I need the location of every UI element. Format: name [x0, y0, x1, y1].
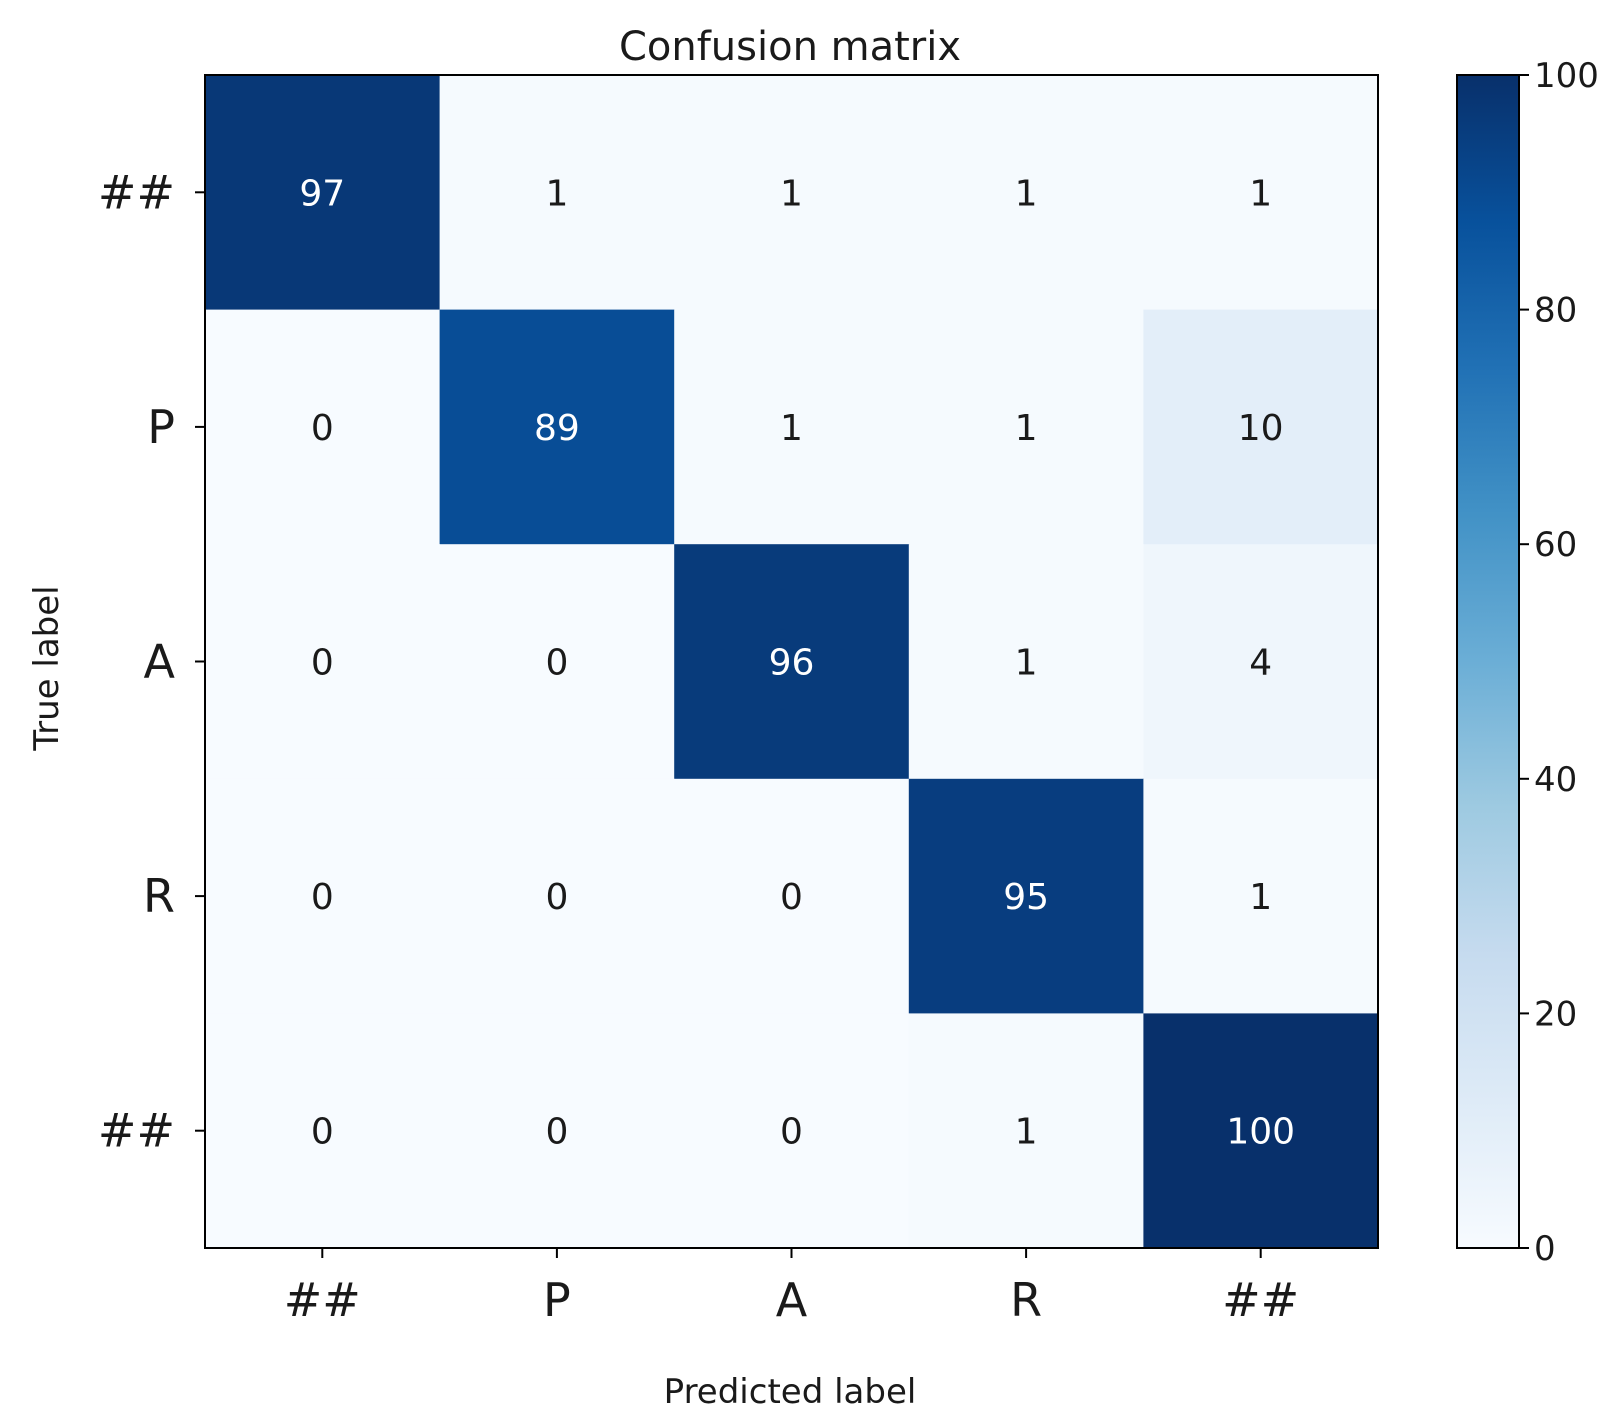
cell-value-label: 0 [311, 877, 334, 918]
cell-value-label: 0 [311, 408, 334, 449]
matrix-cell [205, 309, 441, 545]
cell-value-label: 1 [780, 408, 803, 449]
colorbar-tick-label: 80 [1534, 291, 1577, 331]
cell-value-label: 4 [1249, 643, 1272, 684]
colorbar-tick-label: 100 [1534, 56, 1599, 96]
matrix-cell [908, 75, 1144, 311]
y-axis-label: True label [27, 585, 67, 751]
colorbar-tick-label: 0 [1534, 1229, 1556, 1269]
matrix-cell [908, 1013, 1144, 1249]
matrix-cell [205, 778, 441, 1014]
y-tick-label: ## [98, 165, 175, 219]
cell-value-label: 0 [545, 1112, 568, 1153]
matrix-cell [439, 544, 675, 780]
matrix-cell [439, 778, 675, 1014]
x-tick-label: ## [284, 1273, 361, 1327]
plot-frame [204, 74, 1379, 1249]
cell-value-label: 89 [534, 408, 580, 449]
matrix-cell [674, 778, 910, 1014]
cell-value-label: 97 [299, 173, 345, 214]
matrix-cell [205, 1013, 441, 1249]
matrix-cell [439, 1013, 675, 1249]
y-tick-label: P [147, 400, 175, 454]
x-tick-label: ## [1222, 1273, 1299, 1327]
matrix-cell [439, 309, 675, 545]
cell-value-label: 1 [1015, 1112, 1038, 1153]
colorbar-tick-label: 40 [1534, 760, 1577, 800]
matrix-cell [674, 544, 910, 780]
y-axis-ticks: ## P A R ## [98, 165, 205, 1158]
cell-value-label: 100 [1226, 1112, 1295, 1153]
matrix-cells: 97 1 1 1 10 89 1 1 100 0 96 1 40 0 0 95 10 0 0 1 100 [205, 75, 1379, 1249]
matrix-cell [439, 75, 675, 311]
cell-value-label: 0 [780, 1112, 803, 1153]
colorbar-tick-label: 60 [1534, 525, 1577, 565]
x-tick-label: P [543, 1273, 571, 1327]
x-tick-label: R [1010, 1273, 1042, 1327]
cell-value-label: 0 [780, 877, 803, 918]
matrix-cell [674, 1013, 910, 1249]
cell-value-label: 0 [545, 877, 568, 918]
cell-value-label: 1 [780, 173, 803, 214]
y-tick-label: R [143, 869, 175, 923]
cell-value-label: 10 [1238, 408, 1284, 449]
matrix-cell [1143, 544, 1379, 780]
matrix-cell [674, 309, 910, 545]
x-axis-ticks: ## P A R ## [284, 1248, 1299, 1327]
matrix-cell [1143, 778, 1379, 1014]
y-tick-label: ## [98, 1104, 175, 1158]
cell-value-label: 0 [545, 643, 568, 684]
cell-value-label: 1 [1249, 877, 1272, 918]
matrix-cell [1143, 75, 1379, 311]
colorbar: 0 20 40 60 80 100 [1456, 56, 1599, 1269]
cell-value-label: 96 [769, 643, 815, 684]
cell-value-label: 0 [311, 643, 334, 684]
x-tick-label: A [776, 1273, 808, 1327]
matrix-cell [205, 75, 441, 311]
cell-value-label: 1 [545, 173, 568, 214]
cell-value-label: 95 [1003, 877, 1049, 918]
y-tick-label: A [144, 635, 176, 689]
cell-value-label: 1 [1015, 408, 1038, 449]
colorbar-tick-label: 20 [1534, 994, 1577, 1034]
cell-value-label: 1 [1015, 173, 1038, 214]
matrix-cell [908, 544, 1144, 780]
chart-title: Confusion matrix [619, 24, 961, 70]
cell-value-label: 0 [311, 1112, 334, 1153]
matrix-cell [908, 309, 1144, 545]
matrix-cell [908, 778, 1144, 1014]
matrix-cell [674, 75, 910, 311]
matrix-cell [205, 544, 441, 780]
cell-value-label: 1 [1249, 173, 1272, 214]
x-axis-label: Predicted label [664, 1372, 917, 1412]
colorbar-gradient [1456, 74, 1520, 1249]
matrix-cell [1143, 1013, 1379, 1249]
matrix-cell [1143, 309, 1379, 545]
cell-value-label: 1 [1015, 643, 1038, 684]
